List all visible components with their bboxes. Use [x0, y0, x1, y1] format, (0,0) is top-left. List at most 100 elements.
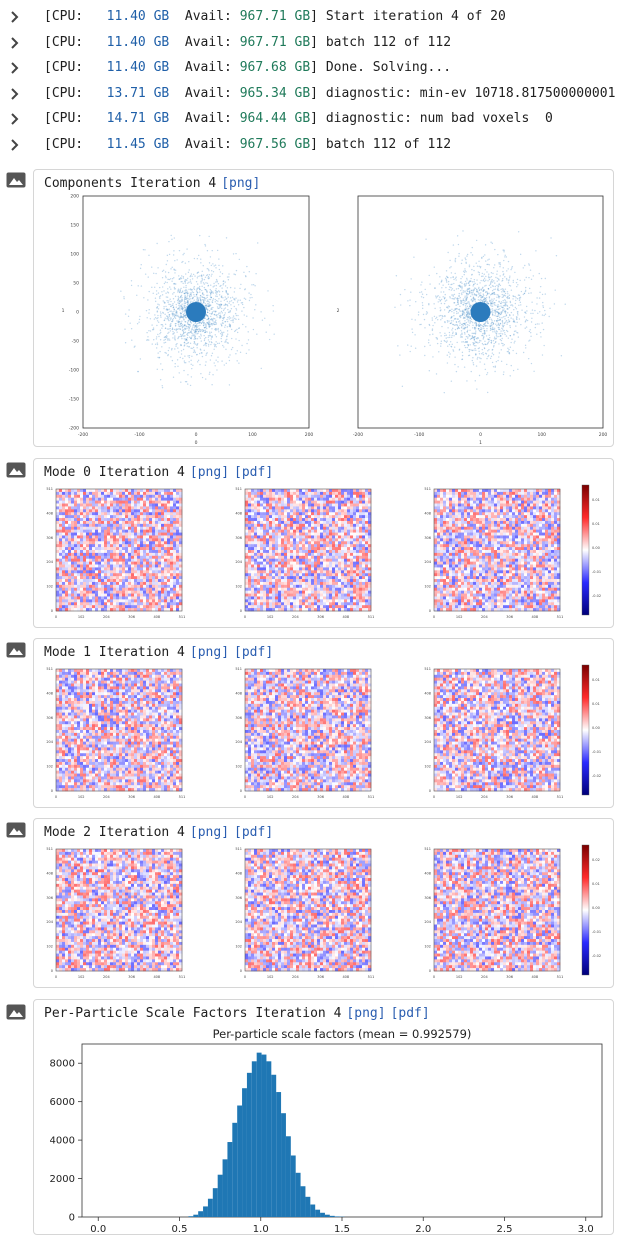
scatter-point	[467, 313, 469, 315]
scatter-point	[218, 298, 220, 300]
scatter-point	[217, 307, 219, 310]
tick-label: 102	[46, 765, 53, 769]
scatter-point	[181, 316, 183, 318]
scatter-point	[480, 330, 482, 333]
scatter-point	[178, 351, 180, 353]
scatter-point	[128, 309, 130, 311]
scatter-point	[200, 274, 203, 276]
scatter-point	[203, 339, 206, 342]
scatter-point	[216, 249, 219, 252]
scatter-point	[501, 324, 504, 326]
scatter-point	[195, 293, 198, 296]
pdf-link[interactable]: [pdf]	[234, 645, 274, 660]
scatter-point	[488, 258, 490, 260]
log-line-text: [CPU: 14.71 GB Avail: 964.44 GB] diagnos…	[44, 111, 553, 127]
scatter-point	[434, 307, 436, 310]
scatter-point	[499, 295, 501, 298]
scatter-point	[469, 280, 472, 282]
scatter-point	[440, 281, 442, 283]
colorbar-tick-label: -0.02	[592, 954, 601, 958]
scatter-point	[496, 273, 498, 275]
scatter-point	[177, 291, 179, 293]
histogram-bar	[305, 1196, 311, 1217]
scatter-point	[146, 339, 148, 341]
scatter-point	[123, 297, 125, 300]
scatter-point	[166, 260, 169, 262]
scatter-point	[160, 324, 162, 326]
png-link[interactable]: [png]	[189, 825, 230, 840]
scatter-point	[473, 281, 475, 283]
png-link[interactable]: [png]	[189, 645, 230, 660]
scatter-point	[429, 283, 431, 285]
scatter-point	[189, 301, 192, 304]
scatter-point	[458, 308, 461, 310]
scatter-point	[530, 292, 532, 294]
scatter-point	[199, 324, 201, 327]
scatter-point	[178, 321, 180, 324]
scatter-point	[187, 334, 189, 337]
scatter-point	[174, 316, 176, 319]
scatter-point	[214, 310, 216, 312]
scatter-point	[466, 290, 468, 292]
scatter-point	[211, 312, 214, 314]
scatter-point	[234, 312, 237, 315]
scatter-point	[464, 303, 466, 305]
scatter-point	[466, 313, 468, 316]
scatter-point	[479, 294, 482, 296]
scatter-point	[447, 251, 449, 254]
scatter-point	[456, 323, 458, 326]
scatter-point	[467, 319, 470, 321]
scatter-point	[488, 292, 490, 295]
scatter-point	[181, 280, 183, 283]
scatter-point	[468, 312, 470, 315]
scatter-point	[206, 299, 209, 301]
scatter-point	[226, 338, 228, 341]
scatter-point	[219, 312, 221, 314]
pdf-link[interactable]: [pdf]	[390, 1006, 430, 1021]
png-link[interactable]: [png]	[346, 1006, 386, 1021]
scatter-point	[438, 298, 440, 301]
scatter-point	[187, 300, 190, 302]
png-link[interactable]: [png]	[221, 176, 261, 191]
scatter-point	[230, 348, 233, 351]
scatter-point	[184, 327, 186, 329]
chevron-right-icon[interactable]	[8, 81, 22, 107]
scatter-point	[185, 317, 187, 319]
scatter-point	[411, 331, 414, 334]
scatter-point	[493, 345, 495, 347]
scatter-point	[240, 283, 242, 286]
scatter-point	[181, 307, 183, 309]
scatter-point	[164, 338, 167, 341]
scatter-point	[497, 311, 499, 313]
scatter-point	[250, 293, 252, 296]
chevron-right-icon[interactable]	[8, 4, 22, 30]
scatter-point	[225, 290, 227, 292]
chevron-right-icon[interactable]	[8, 106, 22, 132]
scatter-point	[439, 310, 442, 312]
png-link[interactable]: [png]	[189, 465, 230, 480]
scatter-point	[211, 323, 213, 325]
scatter-point	[209, 323, 211, 326]
scatter-point	[146, 339, 149, 341]
scatter-point	[167, 317, 169, 319]
scatter-point	[450, 322, 453, 324]
chevron-right-icon[interactable]	[8, 132, 22, 158]
scatter-point	[515, 297, 517, 299]
scatter-point	[482, 279, 485, 281]
scatter-point	[447, 311, 450, 314]
scatter-point	[488, 303, 490, 305]
scatter-point	[245, 326, 247, 328]
scatter-point	[530, 331, 532, 334]
pdf-link[interactable]: [pdf]	[234, 465, 274, 480]
tick-label: 511	[368, 615, 375, 619]
chevron-right-icon[interactable]	[8, 55, 22, 81]
scatter-point	[209, 371, 211, 374]
tick-label: 204	[103, 615, 110, 619]
y-tick-label: 6000	[50, 1097, 75, 1108]
scatter-point	[469, 319, 471, 322]
scatter-point	[454, 277, 457, 279]
pdf-link[interactable]: [pdf]	[234, 825, 274, 840]
scatter-point	[196, 338, 199, 340]
chevron-right-icon[interactable]	[8, 30, 22, 56]
scatter-point	[177, 347, 179, 349]
